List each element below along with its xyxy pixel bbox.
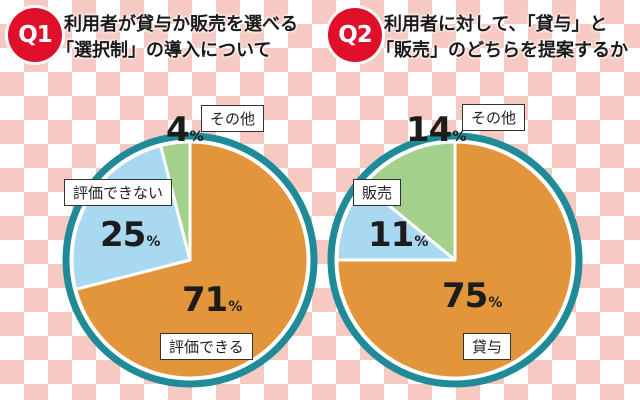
pie-slice-q2-0	[335, 140, 575, 380]
pie-slice-q1-2	[159, 140, 192, 262]
slice-label-q1-negative: 評価できない	[64, 179, 173, 206]
data-label-q1-positive: 71%	[182, 280, 242, 320]
data-label-q1-other: 4%	[166, 110, 204, 150]
data-label-q2-rental: 75%	[442, 276, 502, 316]
chart-panel-q2: Q2 利用者に対して、「貸与」と 「販売」のどちらを提案するか その他 販売 貸…	[320, 0, 640, 400]
q1-title-line-1: 利用者が貸与か販売を選べる	[64, 14, 298, 35]
slice-label-q1-positive: 評価できる	[160, 333, 253, 360]
chart-panel-q1: Q1 利用者が貸与か販売を選べる 「選択制」の導入について その他 評価できない…	[8, 8, 318, 388]
data-label-q1-negative: 25%	[100, 215, 160, 255]
pie-slice-q1-0	[74, 140, 310, 380]
slice-label-q2-rental: 貸与	[463, 333, 512, 360]
slice-label-q1-other: その他	[201, 105, 265, 132]
question-badge-q2: Q2	[328, 8, 382, 62]
slice-label-q2-sale: 販売	[353, 179, 402, 206]
data-label-q2-other: 14%	[406, 110, 466, 150]
q2-title-line-2: 「販売」のどちらを提案するか	[376, 40, 628, 61]
q2-title-line-1: 利用者に対して、「貸与」と	[384, 14, 608, 35]
slice-label-q2-other: その他	[462, 104, 526, 131]
q1-title-line-2: 「選択制」の導入について	[56, 40, 272, 61]
question-badge-q1: Q1	[8, 8, 62, 62]
data-label-q2-sale: 11%	[368, 215, 428, 255]
